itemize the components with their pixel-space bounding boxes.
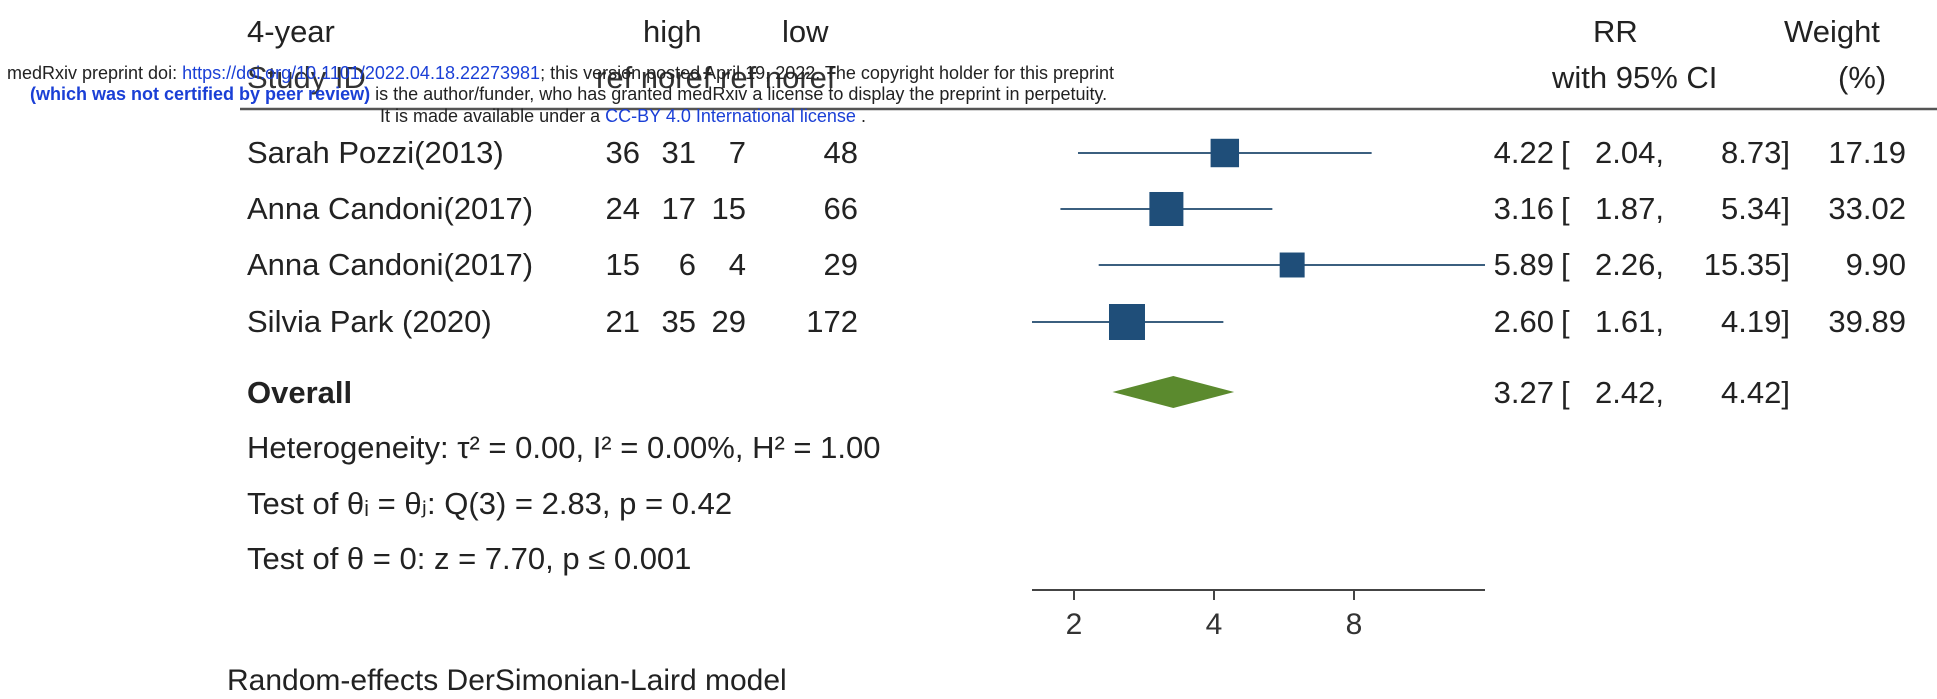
overall-diamond [1112, 376, 1235, 408]
banner-license-text: is the author/funder, who has granted me… [370, 84, 1108, 104]
test-theta-zero: Test of θ = 0: z = 7.70, p ≤ 0.001 [247, 541, 692, 576]
preprint-banner-line1: medRxiv preprint doi: https://doi.org/10… [7, 64, 1114, 82]
rr-value: 5.89 [1493, 247, 1554, 282]
ci-bracket: [ [1561, 304, 1570, 339]
point-box [1108, 304, 1145, 340]
ci-upper: 8.73] [1721, 135, 1790, 170]
low-header: low [782, 14, 829, 49]
low-noref-count: 48 [823, 135, 858, 170]
banner-peer-review: (which was not certified by peer review) [30, 84, 371, 104]
high-noref-count: 31 [661, 135, 696, 170]
weight-value: 9.90 [1845, 247, 1906, 282]
rr-value: 3.16 [1493, 191, 1554, 226]
ci-lower: 1.61, [1595, 304, 1664, 339]
rr-header: RR [1593, 14, 1638, 49]
ci-upper: 15.35] [1703, 247, 1790, 282]
ci-bracket: [ [1561, 191, 1570, 226]
preprint-banner-line3: It is made available under a CC-BY 4.0 I… [380, 107, 866, 125]
preprint-banner-line2: (which was not certified by peer review)… [30, 85, 1107, 103]
point-box [1149, 191, 1184, 227]
license-link[interactable]: CC-BY 4.0 International license [605, 106, 856, 126]
study-name: Sarah Pozzi(2013) [247, 135, 504, 170]
banner-available: It is made available under a [380, 106, 606, 126]
study-name: Anna Candoni(2017) [247, 247, 534, 282]
high-ref-count: 21 [605, 304, 640, 339]
heterogeneity-stat: Heterogeneity: τ² = 0.00, I² = 0.00%, H²… [247, 430, 881, 465]
overall-label: Overall [247, 375, 353, 410]
weight-value: 39.89 [1828, 304, 1906, 339]
model-note: Random-effects DerSimonian-Laird model [227, 664, 787, 697]
low-ref-count: 4 [728, 247, 746, 282]
rr-value: 2.60 [1493, 304, 1554, 339]
point-box [1279, 252, 1305, 278]
study-name: Silvia Park (2020) [247, 304, 492, 339]
high-noref-count: 6 [678, 247, 696, 282]
x-tick-label: 8 [1346, 608, 1363, 641]
banner-suffix: ; this version posted April 19, 2022. Th… [540, 63, 1115, 83]
doi-link[interactable]: https://doi.org/10.1101/2022.04.18.22273… [182, 63, 541, 83]
ci-lower: 2.04, [1595, 135, 1664, 170]
ci-upper: 4.19] [1721, 304, 1790, 339]
ci-lower: 2.26, [1595, 247, 1664, 282]
rr-value: 4.22 [1493, 135, 1554, 170]
ref-columns-header: ref noref ref noref [596, 60, 836, 95]
overall-lo: 2.42, [1595, 375, 1664, 410]
ci-bracket: [ [1561, 247, 1570, 282]
study-id-header: Study ID [247, 60, 366, 95]
high-noref-count: 35 [661, 304, 696, 339]
weight-header: Weight [1784, 14, 1880, 49]
overall-rr: 3.27 [1493, 375, 1554, 410]
high-ref-count: 24 [605, 191, 640, 226]
group-label: 4-year [247, 14, 335, 49]
x-tick-label: 2 [1066, 608, 1083, 641]
low-noref-count: 29 [823, 247, 858, 282]
overall-bracket: [ [1561, 375, 1570, 410]
high-header: high [643, 14, 702, 49]
study-name: Anna Candoni(2017) [247, 191, 534, 226]
low-noref-count: 66 [823, 191, 858, 226]
banner-prefix: medRxiv preprint doi: [7, 63, 183, 83]
weight-unit-header: (%) [1838, 60, 1887, 95]
ci-header: with 95% CI [1552, 60, 1718, 95]
low-ref-count: 15 [711, 191, 746, 226]
banner-end: . [855, 106, 866, 126]
weight-value: 17.19 [1828, 135, 1906, 170]
weight-value: 33.02 [1828, 191, 1906, 226]
test-theta-ij: Test of θᵢ = θⱼ: Q(3) = 2.83, p = 0.42 [247, 486, 733, 521]
high-noref-count: 17 [661, 191, 696, 226]
low-ref-count: 29 [711, 304, 746, 339]
low-noref-count: 172 [806, 304, 858, 339]
x-tick-label: 4 [1206, 608, 1223, 641]
point-box [1210, 138, 1240, 168]
ci-upper: 5.34] [1721, 191, 1790, 226]
high-ref-count: 36 [605, 135, 640, 170]
ci-bracket: [ [1561, 135, 1570, 170]
high-ref-count: 15 [605, 247, 640, 282]
overall-hi: 4.42] [1721, 375, 1790, 410]
low-ref-count: 7 [728, 135, 746, 170]
ci-lower: 1.87, [1595, 191, 1664, 226]
